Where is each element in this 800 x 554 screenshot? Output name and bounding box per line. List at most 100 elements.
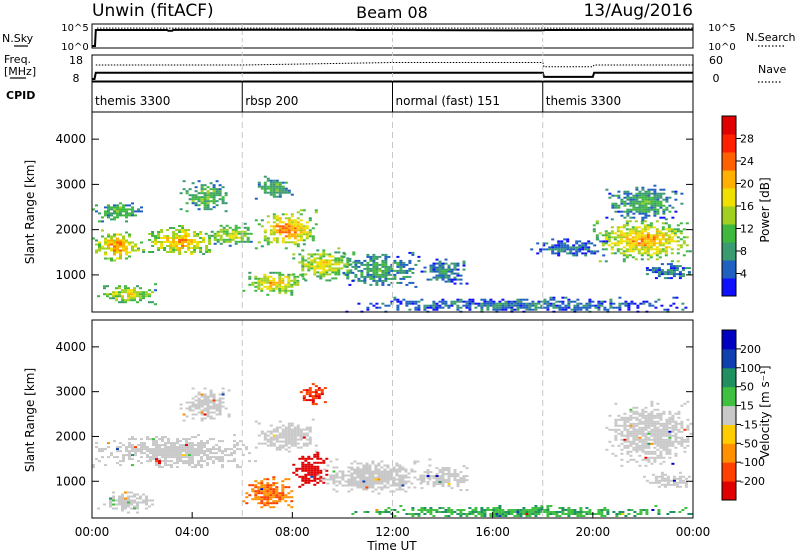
heatmap-cell (352, 261, 356, 264)
heatmap-cell (305, 428, 309, 431)
heatmap-cell (184, 233, 188, 235)
heatmap-cell (269, 502, 273, 505)
heatmap-cell (668, 412, 672, 415)
heatmap-cell (548, 246, 552, 249)
heatmap-cell (116, 446, 119, 449)
heatmap-cell (197, 448, 200, 451)
heatmap-cell (173, 456, 176, 459)
heatmap-cell (350, 466, 354, 469)
heatmap-cell (540, 505, 544, 507)
heatmap-cell (656, 430, 660, 433)
heatmap-cell (166, 241, 170, 243)
heatmap-cell (251, 498, 255, 501)
heatmap-cell (203, 413, 207, 416)
heatmap-cell (644, 194, 648, 197)
heatmap-cell (287, 277, 291, 280)
heatmap-cell (110, 237, 113, 240)
heatmap-cell (573, 513, 577, 515)
heatmap-cell (566, 238, 570, 241)
heatmap-cell (570, 509, 574, 511)
heatmap-cell (621, 511, 625, 513)
heatmap-cell (585, 513, 589, 515)
heatmap-cell (225, 228, 229, 231)
heatmap-cell (266, 281, 270, 284)
heatmap-cell (200, 188, 204, 191)
colorbar-swatch (722, 405, 736, 425)
heatmap-cell (185, 210, 189, 213)
heatmap-cell (304, 273, 308, 276)
heatmap-cell (116, 450, 119, 453)
heatmap-cell (122, 245, 125, 248)
heatmap-cell (398, 486, 402, 489)
heatmap-cell (647, 194, 651, 197)
heatmap-cell (402, 261, 406, 264)
heatmap-cell (402, 277, 406, 280)
heatmap-cell (188, 409, 192, 412)
heatmap-cell (441, 469, 445, 472)
heatmap-cell (257, 492, 261, 495)
heatmap-cell (474, 507, 478, 509)
heatmap-cell (683, 446, 687, 449)
heatmap-cell (284, 436, 288, 439)
heatmap-cell (362, 478, 366, 481)
colorbar-swatch (722, 242, 736, 261)
heatmap-cell (419, 476, 423, 479)
heatmap-cell (576, 308, 580, 311)
heatmap-cell (169, 241, 173, 243)
heatmap-cell (346, 259, 350, 262)
heatmap-cell (266, 221, 270, 224)
heatmap-cell (640, 252, 644, 255)
heatmap-cell (661, 244, 665, 247)
heatmap-cell (386, 478, 390, 481)
heatmap-cell (146, 460, 149, 463)
heatmap-cell (676, 224, 680, 227)
heatmap-cell (634, 238, 638, 241)
heatmap-cell (480, 302, 484, 305)
heatmap-cell (644, 202, 648, 205)
heatmap-cell (334, 251, 338, 254)
heatmap-cell (649, 226, 653, 229)
heatmap-cell (534, 513, 538, 515)
heatmap-cell (275, 283, 279, 286)
heatmap-cell (432, 477, 436, 480)
heatmap-cell (263, 436, 267, 439)
heatmap-cell (495, 302, 499, 305)
heatmap-cell (125, 231, 128, 234)
heatmap-cell (634, 244, 638, 247)
heatmap-cell (375, 302, 379, 305)
heatmap-cell (133, 287, 136, 290)
heatmap-cell (653, 430, 657, 433)
heatmap-cell (390, 265, 394, 268)
heatmap-cell (113, 251, 116, 254)
heatmap-cell (322, 273, 326, 276)
heatmap-cell (194, 413, 198, 416)
heatmap-cell (296, 225, 300, 228)
heatmap-cell (296, 275, 300, 278)
heatmap-cell (447, 509, 451, 511)
heatmap-cell (257, 279, 261, 282)
heatmap-cell (428, 464, 432, 467)
heatmap-cell (665, 440, 669, 443)
heatmap-cell (103, 293, 106, 296)
colorbar-tick-label: -200 (740, 475, 765, 488)
heatmap-cell (615, 513, 619, 515)
heatmap-cell (116, 237, 119, 240)
heatmap-cell (194, 407, 198, 410)
heatmap-cell (643, 246, 647, 249)
heatmap-cell (242, 444, 245, 447)
heatmap-cell (290, 293, 294, 296)
heatmap-cell (112, 291, 115, 294)
heatmap-cell (260, 488, 264, 491)
heatmap-cell (281, 229, 285, 232)
heatmap-cell (653, 436, 657, 439)
heatmap-cell (290, 430, 294, 433)
heatmap-cell (263, 229, 267, 232)
heatmap-cell (163, 237, 167, 239)
heatmap-cell (611, 428, 615, 431)
heatmap-cell (578, 250, 582, 253)
heatmap-cell (389, 470, 393, 473)
heatmap-cell (269, 436, 273, 439)
heatmap-cell (290, 438, 294, 441)
heatmap-cell (672, 511, 676, 513)
heatmap-cell (206, 202, 210, 205)
